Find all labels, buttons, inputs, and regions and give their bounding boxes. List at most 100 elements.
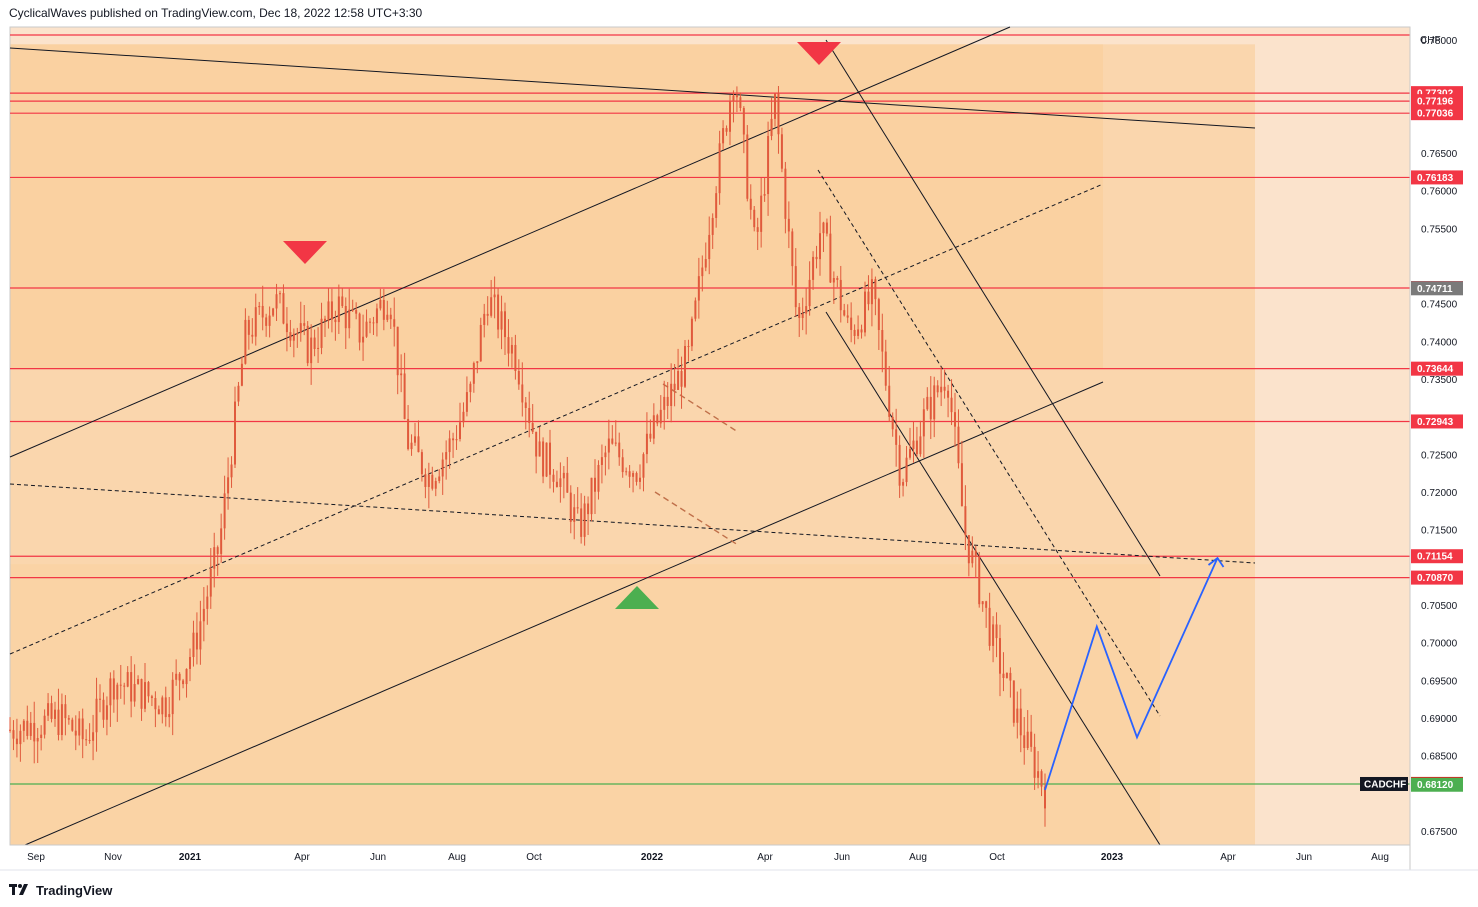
price-level-label-bg (1411, 170, 1463, 185)
y-tick-label: 0.67500 (1421, 827, 1458, 838)
current-ask-label: 0.68120 (1417, 780, 1454, 791)
candle-body (857, 329, 860, 336)
candle-body (999, 638, 1001, 674)
horizontal-levels (10, 34, 1410, 785)
candle-body (400, 373, 403, 376)
trend-lines (9, 26, 1256, 846)
trend-line-channel-mid-rising (9, 183, 1104, 655)
candle-body (718, 143, 721, 194)
candle-body (240, 363, 243, 386)
candle-body (843, 310, 846, 316)
candle-body (254, 307, 257, 337)
candle-body (645, 433, 648, 455)
x-tick-label: Aug (1371, 852, 1389, 863)
candle-body (808, 279, 811, 307)
candle-body (261, 305, 264, 318)
candle-body (258, 305, 261, 308)
candle-body (182, 680, 185, 685)
candle-body (438, 476, 441, 481)
candle-body (594, 477, 596, 492)
candle-body (147, 682, 150, 697)
candle-body (853, 329, 856, 336)
time-axis[interactable]: Sep Nov 2021 Apr Jun Aug Oct 2022 Apr Jun Aug Oct 20… (0, 27, 1478, 871)
price-level-label-bg (1411, 94, 1463, 109)
candle-body (64, 704, 67, 719)
y-tick-label: 0.73500 (1421, 375, 1458, 386)
candle-body (697, 276, 700, 301)
candle-body (351, 309, 354, 311)
tradingview-brand[interactable]: TradingView (36, 882, 113, 898)
candle-body (171, 679, 174, 715)
trend-line-channel-upper-rising (9, 26, 1011, 458)
candle-body (639, 477, 641, 482)
candle-body (50, 703, 53, 719)
candle-body (1019, 708, 1022, 736)
candle-body (919, 436, 922, 455)
candle-body (1030, 731, 1033, 747)
candle-body (40, 734, 43, 738)
x-tick-label: Oct (989, 852, 1005, 863)
candle-body (476, 361, 479, 364)
candle-body (767, 136, 770, 195)
candle-body (497, 294, 500, 330)
candle-body (784, 168, 787, 219)
y-tick-label: 0.74500 (1421, 300, 1458, 311)
candle-body (386, 314, 389, 320)
candle-body (569, 492, 572, 522)
marker-peak-2022 (797, 42, 841, 65)
candle-body (265, 317, 268, 326)
candle-body (749, 198, 752, 210)
candle-body (441, 459, 444, 477)
y-tick-label: 0.72500 (1421, 450, 1458, 461)
candle-body (299, 323, 302, 334)
candle-body (396, 326, 399, 376)
candle-body (770, 118, 773, 137)
candle-body (960, 463, 963, 507)
candle-body (123, 685, 126, 687)
candle-body (234, 401, 236, 465)
candle-body (317, 347, 320, 349)
y-tick-label: 0.69500 (1421, 676, 1458, 687)
candle-body (524, 402, 527, 408)
candle-body (659, 409, 662, 424)
candle-body (981, 601, 984, 605)
candle-body (576, 507, 579, 509)
candle-body (161, 697, 164, 715)
candle-body (517, 371, 520, 385)
candle-body (195, 632, 198, 650)
candle-body (549, 442, 551, 475)
candle-body (175, 673, 178, 680)
candle-body (708, 234, 711, 260)
price-level-label-grey: 0.74711 (1417, 284, 1453, 295)
candle-body (725, 128, 728, 132)
candle-body (431, 474, 434, 489)
candle-body (382, 299, 385, 320)
candle-body (95, 698, 98, 733)
candle-body (60, 704, 63, 736)
candle-body (313, 337, 316, 349)
candle-body (798, 307, 801, 318)
candle-body (119, 684, 122, 686)
candle-body (1002, 673, 1005, 678)
candle-body (410, 442, 413, 450)
candle-body (559, 478, 562, 488)
candle-body (486, 313, 489, 316)
candle-body (694, 300, 697, 319)
candle-body (729, 101, 731, 132)
candle-body (355, 310, 358, 314)
projection-arrowhead (1207, 556, 1225, 568)
candle-body (985, 601, 988, 608)
candle-body (109, 678, 112, 706)
candle-body (545, 442, 548, 477)
candle-body (805, 306, 808, 314)
candle-body (133, 683, 136, 702)
flag-line (662, 383, 739, 433)
candle-body (607, 438, 610, 453)
candle-body (244, 319, 247, 364)
y-tick-label: 0.78000 (1421, 36, 1458, 47)
y-tick-label: 0.70500 (1421, 601, 1458, 612)
candle-body (88, 739, 91, 741)
candle-body (652, 415, 655, 439)
